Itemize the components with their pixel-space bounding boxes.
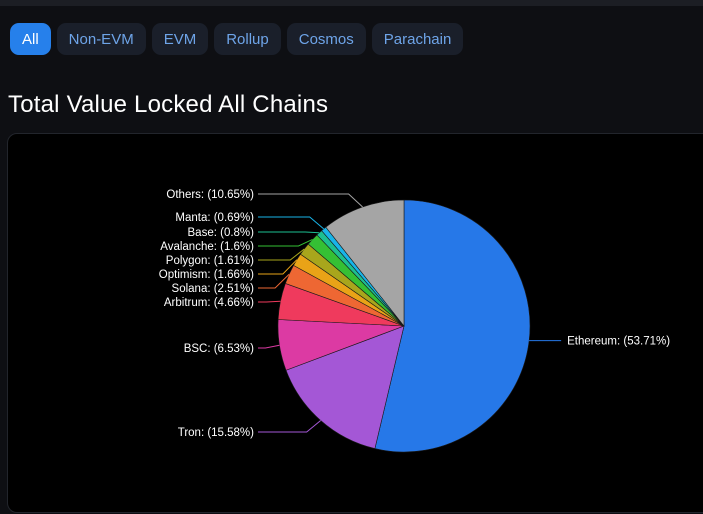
page-title: Total Value Locked All Chains (8, 91, 329, 118)
pie-leader-manta (258, 216, 325, 230)
pie-label-others: Others: (10.65%) (166, 189, 254, 201)
pie-leader-bsc (258, 344, 280, 349)
tab-evm[interactable]: EVM (151, 23, 209, 55)
pie-label-arbitrum: Arbitrum: (4.66%) (164, 297, 254, 309)
pie-slice-others[interactable] (325, 199, 405, 327)
tvl-pie-chart: Ethereum: (53.71%) Tron: (15.58%) BSC: (6.… (159, 189, 670, 453)
pie-leader-tron (258, 420, 321, 433)
top-strip (0, 0, 703, 6)
tab-parachain[interactable]: Parachain (371, 23, 464, 55)
pie-label-base: Base: (0.8%) (188, 227, 255, 239)
pie-label-polygon: Polygon: (1.61%) (166, 255, 254, 267)
pie-leader-others (258, 193, 363, 208)
pie-leader-polygon (258, 248, 305, 261)
pie-label-solana: Solana: (2.51%) (172, 283, 255, 295)
chain-filter-tabs: All Non-EVM EVM Rollup Cosmos Parachain (10, 23, 464, 55)
pie-leader-arbitrum (258, 300, 281, 303)
pie-label-tron: Tron: (15.58%) (178, 427, 254, 439)
pie-label-optimism: Optimism: (1.66%) (159, 269, 254, 281)
pie-label-avalanche: Avalanche: (1.6%) (160, 241, 254, 253)
pie-label-bsc: BSC: (6.53%) (184, 343, 254, 355)
pie-label-manta: Manta: (0.69%) (175, 212, 254, 224)
tab-rollup[interactable]: Rollup (214, 23, 281, 55)
pie-leader-optimism (258, 259, 298, 275)
pie-leader-avalanche (258, 238, 313, 247)
pie-leader-base (258, 231, 320, 234)
tab-non-evm[interactable]: Non-EVM (56, 23, 146, 55)
pie-label-ethereum: Ethereum: (53.71%) (567, 336, 670, 348)
pie-leader-solana (258, 273, 290, 289)
tab-cosmos[interactable]: Cosmos (286, 23, 366, 55)
tab-all[interactable]: All (10, 23, 51, 55)
tvl-chart-card: Ethereum: (53.71%) Tron: (15.58%) BSC: (6.… (7, 133, 703, 513)
